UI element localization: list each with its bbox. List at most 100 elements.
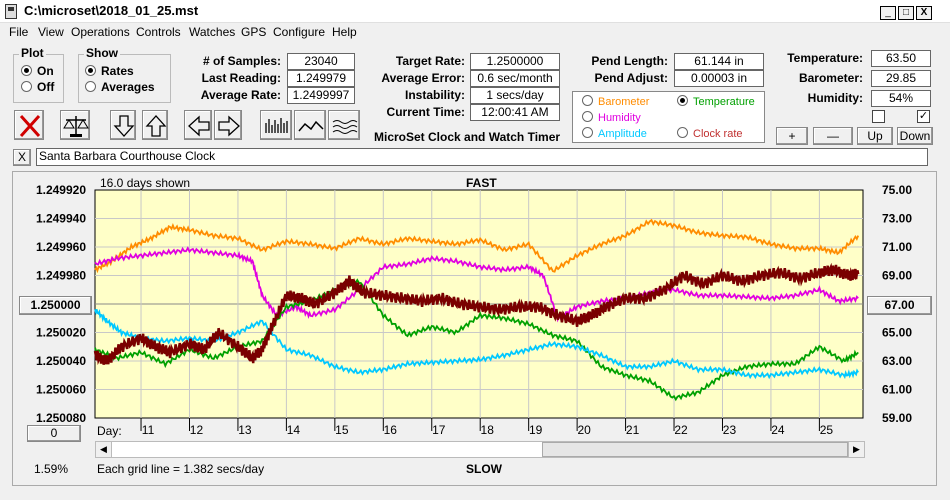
checkbox-one[interactable] — [872, 110, 885, 123]
menu-watches[interactable]: Watches — [189, 25, 236, 39]
app-icon — [5, 4, 17, 19]
scroll-right-arrow-icon[interactable]: ▶ — [848, 442, 864, 457]
barometer-option[interactable]: Barometer — [582, 95, 649, 108]
stop-button[interactable] — [14, 110, 44, 140]
average-rate-label: Average Rate: — [200, 88, 281, 102]
day-tick-label: 13 — [238, 423, 252, 437]
radio-icon — [582, 111, 593, 122]
product-name: MicroSet Clock and Watch Timer — [374, 130, 561, 144]
rate-down-button[interactable] — [110, 110, 136, 140]
line-graph-button[interactable] — [294, 110, 326, 140]
temperature-option[interactable]: Temperature — [677, 95, 755, 108]
center-rate-button[interactable]: 1.250000 — [19, 296, 92, 315]
humidity-option[interactable]: Humidity — [582, 111, 641, 124]
menu-file[interactable]: File — [9, 25, 29, 39]
menu-view[interactable]: View — [38, 25, 64, 39]
clear-clock-name-button[interactable]: X — [13, 149, 31, 166]
menu-configure[interactable]: Configure — [273, 25, 326, 39]
menu-bar: File View Operations Controls Watches GP… — [0, 23, 950, 42]
scroll-thumb[interactable] — [542, 442, 848, 457]
instability-label: Instability: — [404, 88, 465, 102]
show-averages-radio[interactable]: Averages — [85, 80, 155, 94]
rate-up-button[interactable] — [142, 110, 168, 140]
scroll-right-button[interactable] — [214, 110, 242, 140]
left-tick-label: 1.249960 — [36, 240, 86, 254]
radio-icon — [21, 81, 32, 92]
center-sensor-button[interactable]: 67.00 — [867, 296, 932, 315]
wave-graph-icon — [332, 120, 358, 134]
average-error-label: Average Error: — [381, 71, 465, 85]
day-tick-label: 23 — [723, 423, 737, 437]
close-window-button[interactable]: X — [916, 6, 932, 20]
instability-value: 1 secs/day — [470, 87, 560, 104]
radio-selected-icon — [21, 65, 32, 76]
left-tick-label: 1.249980 — [36, 269, 86, 283]
menu-help[interactable]: Help — [332, 25, 357, 39]
day-tick-label: 24 — [771, 423, 785, 437]
title-bar: C:\microset\2018_01_25.mst _ □ X — [0, 0, 950, 23]
right-tick-label: 73.00 — [882, 212, 912, 226]
balance-button[interactable] — [60, 110, 90, 140]
scroll-left-arrow-icon[interactable]: ◀ — [96, 442, 112, 457]
right-tick-label: 71.00 — [882, 240, 912, 254]
temperature-value: 63.50 — [871, 50, 931, 67]
down-button[interactable]: Down — [897, 127, 933, 145]
zero-button[interactable]: 0 — [27, 425, 81, 442]
pend-adjust-value: 0.00003 in — [674, 70, 764, 87]
day-label: Day: — [97, 424, 122, 438]
left-tick-label: 1.250080 — [36, 411, 86, 425]
menu-operations[interactable]: Operations — [71, 25, 130, 39]
amplitude-series-line — [94, 308, 859, 380]
day-tick-label: 19 — [529, 423, 543, 437]
day-tick-label: 17 — [432, 423, 446, 437]
plot-off-radio[interactable]: Off — [21, 80, 54, 94]
checkbox-two[interactable]: ✓ — [917, 110, 930, 123]
amplitude-option[interactable]: Amplitude — [582, 127, 647, 140]
minimize-button[interactable]: _ — [880, 6, 896, 20]
slow-label: SLOW — [466, 462, 502, 476]
clock-name-input[interactable]: Santa Barbara Courthouse Clock — [36, 148, 928, 166]
maximize-button[interactable]: □ — [898, 6, 914, 20]
day-tick-label: 18 — [481, 423, 495, 437]
radio-icon — [85, 81, 96, 92]
wave-graph-button[interactable] — [328, 110, 360, 140]
up-button[interactable]: Up — [857, 127, 893, 145]
menu-controls[interactable]: Controls — [136, 25, 181, 39]
radio-selected-icon — [85, 65, 96, 76]
scroll-left-button[interactable] — [184, 110, 212, 140]
radio-icon — [582, 127, 593, 138]
average-error-value: 0.6 sec/month — [470, 70, 560, 87]
pend-length-value: 61.144 in — [674, 53, 764, 70]
arrow-down-icon — [113, 115, 135, 137]
days-shown-label: 16.0 days shown — [100, 176, 191, 190]
temperature-label: Temperature: — [787, 51, 863, 65]
day-tick-label: 21 — [626, 423, 640, 437]
minus-button[interactable]: — — [813, 127, 853, 145]
arrow-up-icon — [145, 115, 167, 137]
plot-on-radio[interactable]: On — [21, 64, 54, 78]
day-tick-label: 16 — [384, 423, 398, 437]
radio-selected-icon — [677, 95, 688, 106]
plus-button[interactable]: + — [776, 127, 808, 145]
day-tick-label: 20 — [577, 423, 591, 437]
horizontal-scrollbar[interactable]: ◀ ▶ — [95, 441, 865, 458]
percent-label: 1.59% — [34, 462, 69, 476]
pend-length-label: Pend Length: — [591, 54, 668, 68]
humidity-series-line — [94, 246, 859, 323]
clock-rate-option[interactable]: Clock rate — [677, 127, 743, 140]
left-tick-label: 1.249940 — [36, 212, 86, 226]
day-tick-label: 15 — [335, 423, 349, 437]
show-group-title: Show — [84, 46, 120, 60]
menu-gps[interactable]: GPS — [241, 25, 267, 39]
day-tick-label: 12 — [190, 423, 204, 437]
right-tick-label: 59.00 — [882, 411, 912, 425]
bar-graph-button[interactable] — [260, 110, 292, 140]
bar-graph-icon — [265, 118, 288, 133]
right-tick-label: 69.00 — [882, 269, 912, 283]
right-tick-label: 65.00 — [882, 326, 912, 340]
temperature-series-line — [94, 278, 859, 402]
show-rates-radio[interactable]: Rates — [85, 64, 134, 78]
target-rate-value[interactable]: 1.2500000 — [470, 53, 560, 70]
humidity-label: Humidity: — [807, 91, 863, 105]
radio-icon — [677, 127, 688, 138]
